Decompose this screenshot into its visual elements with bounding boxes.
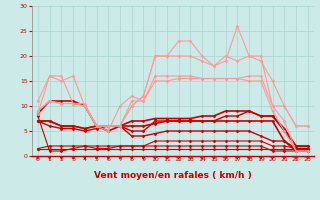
X-axis label: Vent moyen/en rafales ( km/h ): Vent moyen/en rafales ( km/h ) [94, 171, 252, 180]
